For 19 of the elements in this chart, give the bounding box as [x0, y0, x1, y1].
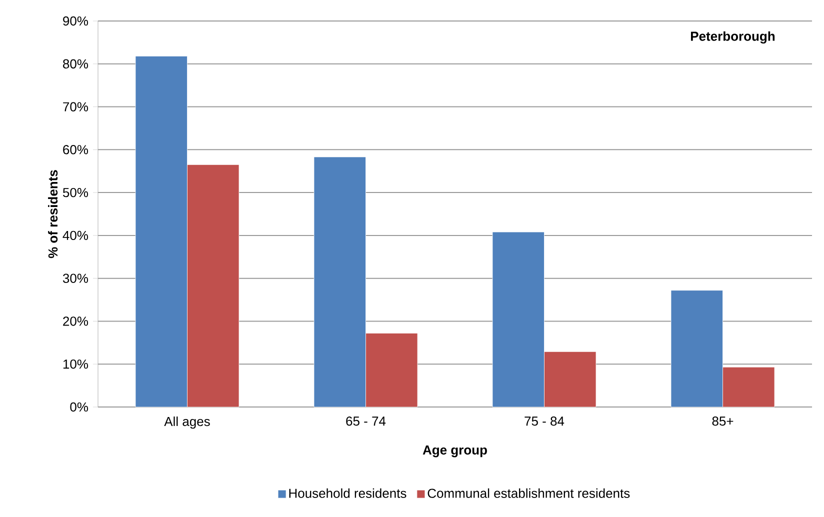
x-tick-label: 75 - 84	[524, 416, 564, 426]
y-tick-label: 90%	[63, 16, 88, 26]
x-tick-label: 85+	[712, 416, 734, 426]
annotation: Peterborough	[690, 31, 775, 44]
y-tick-label: 40%	[62, 230, 88, 240]
y-tick-label: 80%	[63, 59, 88, 68]
y-tick-label: 0%	[70, 402, 88, 412]
y-tick-label: 30%	[62, 274, 88, 283]
legend-label: Communal establishment residents	[428, 488, 630, 498]
x-tick-label: All ages	[164, 416, 210, 429]
x-tick-label: 65 - 74	[346, 416, 386, 426]
y-axis-title: % of residents	[48, 170, 58, 258]
legend-label: Household residents	[289, 488, 406, 498]
y-tick-label: 10%	[63, 360, 88, 369]
y-tick-label: 70%	[63, 102, 88, 112]
y-tick-label: 20%	[63, 316, 88, 326]
y-tick-label: 50%	[62, 188, 88, 198]
y-tick-label: 60%	[63, 145, 88, 154]
x-axis-title: Age group	[422, 446, 487, 458]
